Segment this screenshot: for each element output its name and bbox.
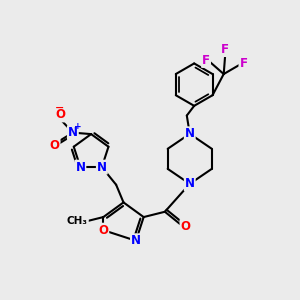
Text: N: N bbox=[97, 160, 107, 174]
Text: O: O bbox=[98, 224, 108, 237]
Text: N: N bbox=[68, 126, 78, 139]
Text: O: O bbox=[50, 139, 60, 152]
Text: F: F bbox=[221, 43, 229, 56]
Text: N: N bbox=[185, 127, 195, 140]
Text: CH₃: CH₃ bbox=[67, 216, 88, 226]
Text: O: O bbox=[181, 220, 190, 233]
Text: N: N bbox=[75, 160, 85, 174]
Text: +: + bbox=[74, 122, 81, 130]
Text: N: N bbox=[185, 177, 195, 190]
Text: −: − bbox=[55, 103, 64, 113]
Text: F: F bbox=[239, 57, 247, 70]
Text: N: N bbox=[131, 234, 141, 247]
Text: O: O bbox=[56, 109, 65, 122]
Text: F: F bbox=[202, 54, 210, 67]
